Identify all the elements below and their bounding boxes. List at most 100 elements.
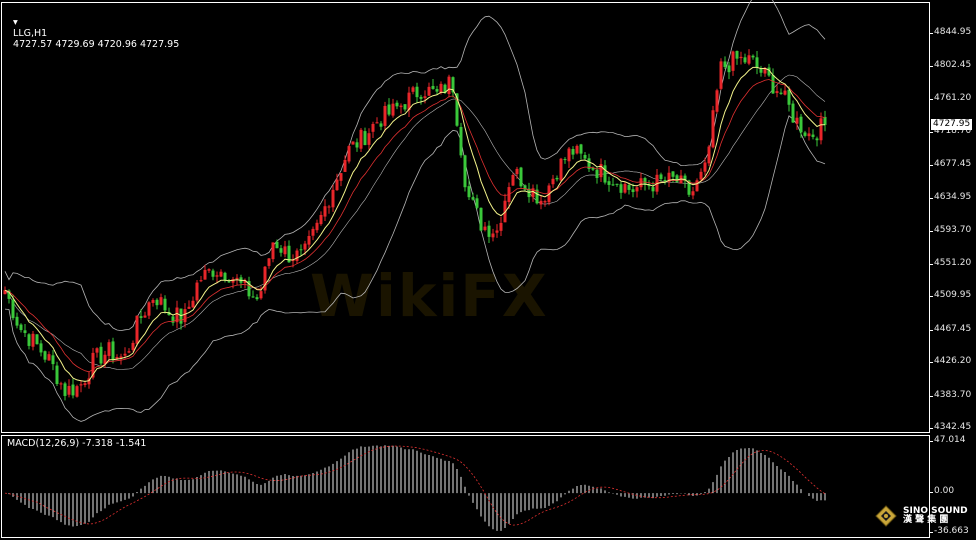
candle [199,280,203,282]
candle [583,154,587,159]
candle [823,116,827,125]
candle [187,306,191,309]
candle [751,55,755,58]
candle [691,191,695,196]
logo-subtext: 漢 聲 集 團 [903,515,949,525]
candle [231,279,235,283]
candle [207,269,211,271]
price-tick: 4467.45 [929,323,972,334]
candle [707,146,711,164]
candle [87,378,91,385]
candle [79,384,83,386]
candle [487,225,491,237]
dropdown-triangle-icon[interactable]: ▾ [13,17,18,28]
candle [771,75,775,94]
price-tick: 4551.20 [929,257,972,268]
candle [671,171,675,177]
candle [275,241,279,249]
candle [519,167,523,187]
candle [331,189,335,208]
candle [575,145,579,154]
symbol-label: LLG,H1 [13,28,48,39]
candle [543,201,547,203]
candle [155,299,159,306]
candle [787,89,791,105]
candle [727,65,731,73]
candle [591,167,595,170]
candle [191,300,195,308]
macd-panel[interactable] [1,435,930,538]
candle [267,258,271,266]
candle [695,180,699,192]
price-tick: 4509.95 [929,290,972,301]
candle [687,180,691,195]
candle [491,233,495,238]
candle [255,297,259,300]
candle [415,86,419,98]
candle [391,103,395,116]
candle [423,96,427,99]
candle [171,316,175,323]
candle [235,277,239,280]
candle [419,96,423,99]
candle [151,300,155,303]
symbol-header: ▾ LLG,H1 4727.57 4729.69 4720.96 4727.95 [7,6,179,50]
candle [559,158,563,181]
candle [259,291,263,299]
candle [19,324,23,331]
price-tick: 4677.45 [929,158,972,169]
candle [363,131,367,146]
candle [63,383,67,396]
candle [383,105,387,126]
candle [475,198,479,208]
candle [667,172,671,182]
candle [379,123,383,127]
candle [715,90,719,112]
candle [355,142,359,148]
candle [315,222,319,231]
candle [703,162,707,172]
candle [31,333,35,347]
candle [791,103,795,123]
candle [75,386,79,397]
candle [131,342,135,350]
candle [311,228,315,236]
candle [407,92,411,111]
candle [135,315,139,344]
candle [219,271,223,277]
candle [603,165,607,183]
candle [459,126,463,156]
candle [447,76,451,94]
candle [651,187,655,192]
candle [763,67,767,74]
candle [807,133,811,137]
candle [795,117,799,124]
candle [759,68,763,73]
candle [27,334,31,346]
candle [619,184,623,193]
candle [471,197,475,200]
candle [39,343,43,353]
candle [683,175,687,182]
candle [127,351,131,353]
candle [59,383,63,385]
candle [739,56,743,59]
candle [339,173,343,181]
candle [43,351,47,360]
price-tick: 4383.70 [929,389,972,400]
price-tick: 4844.95 [929,27,972,37]
logo-text: SINO SOUND [903,506,968,516]
price-chart-panel[interactable] [1,2,930,433]
candle [359,129,363,149]
candle [767,67,771,76]
candle [159,297,163,305]
candle [367,133,371,145]
candle [743,57,747,63]
candle [451,77,455,93]
candle [243,280,247,283]
price-tick: 4634.95 [929,192,972,203]
candle [119,356,123,359]
candle [375,122,379,124]
candle [535,189,539,204]
candle [247,281,251,297]
